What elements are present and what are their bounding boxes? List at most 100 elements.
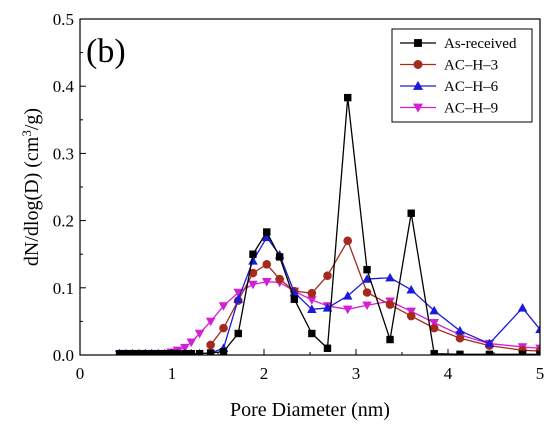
y-tick-label: 0.0 [53,346,74,365]
data-point [307,304,317,314]
data-point [135,349,143,355]
data-point [518,350,527,355]
data-point [343,236,353,246]
data-point [414,39,422,47]
data-point [344,93,352,102]
data-point [322,303,333,312]
data-point [173,349,182,355]
legend-label: AC–H–3 [444,58,498,74]
y-axis-title-main: dN/dlog(D) (cm [21,136,43,266]
data-point [263,228,271,236]
x-axis-title: Pore Diameter (nm) [230,399,390,421]
data-point [429,305,439,315]
legend-label: AC–H–9 [444,101,498,117]
y-tick-label: 0.1 [53,279,74,298]
data-point [406,284,416,294]
series-line [210,240,540,352]
data-point [290,295,299,303]
data-point [385,300,395,309]
data-point [115,349,124,355]
data-point [430,349,438,355]
data-point [308,329,316,338]
y-tick-label: 0.4 [53,77,75,96]
x-tick-label: 4 [444,364,453,383]
data-point [412,103,424,113]
data-point [148,349,156,355]
data-point [206,340,215,350]
data-point [249,250,257,258]
data-point [429,319,439,328]
data-point [186,338,197,348]
y-axis-title-tail: /g) [21,108,43,130]
data-point [385,272,395,282]
legend-entry: AC–H–9 [400,101,498,117]
data-point [219,323,228,333]
data-point [275,253,284,261]
data-point [233,294,243,303]
legend-entry: AC–H–6 [400,79,499,95]
data-point [141,349,150,355]
x-tick-label: 2 [260,364,269,383]
data-point [363,265,371,274]
y-axis-title-sup: 3 [19,130,34,137]
data-point [517,303,528,312]
x-tick-label: 0 [76,364,85,383]
data-point [180,343,190,353]
series-0 [115,93,540,355]
data-point [275,274,284,284]
series-2 [116,232,540,355]
data-point [307,296,317,305]
data-point [194,329,205,339]
legend-entry: AC–H–3 [400,58,498,74]
data-point [362,288,372,297]
data-point [205,317,216,327]
data-point [342,305,353,315]
legend-label: AC–H–6 [444,79,499,95]
data-point [407,209,415,217]
data-point [167,349,175,355]
data-point [262,278,272,287]
legend-entry: As-received [400,36,517,52]
data-point [484,338,495,348]
y-axis-title: dN/dlog(D) (cm3/g) [19,108,44,266]
data-point [187,349,196,355]
data-point [429,323,439,333]
y-tick-label: 0.5 [53,10,74,29]
data-point [456,350,464,355]
data-point [535,324,540,334]
ticks-layer: 0 1 2 3 4 5 0.0 0.1 0.2 0.3 0.4 0.5 [53,10,545,383]
data-point [323,271,332,281]
data-point [181,349,189,355]
data-point [406,311,416,321]
data-point [234,329,242,338]
series-line [119,96,540,355]
series-line [119,236,540,355]
data-point [307,288,317,298]
data-point [386,335,394,344]
data-point [248,280,258,290]
data-point [128,349,137,355]
legend-label: As-received [444,36,517,52]
x-tick-label: 1 [168,364,177,383]
data-point [218,302,229,311]
data-point [455,325,465,335]
data-point [195,349,204,355]
data-point [485,350,494,355]
data-point [154,349,162,355]
x-tick-label: 3 [352,364,361,383]
legend: As-received AC–H–3 AC–H–6 AC–H–9 [391,28,533,123]
y-tick-label: 0.3 [53,144,74,163]
panel-label: (b) [86,33,126,70]
data-point [362,274,372,283]
x-tick-label: 5 [536,364,545,383]
data-point [342,290,353,300]
data-point [413,59,423,69]
data-point [412,80,424,90]
data-point [262,259,272,269]
data-point [362,301,372,311]
series-layer [114,93,540,355]
data-point [206,349,215,355]
data-point [323,344,332,352]
data-point [455,333,465,343]
